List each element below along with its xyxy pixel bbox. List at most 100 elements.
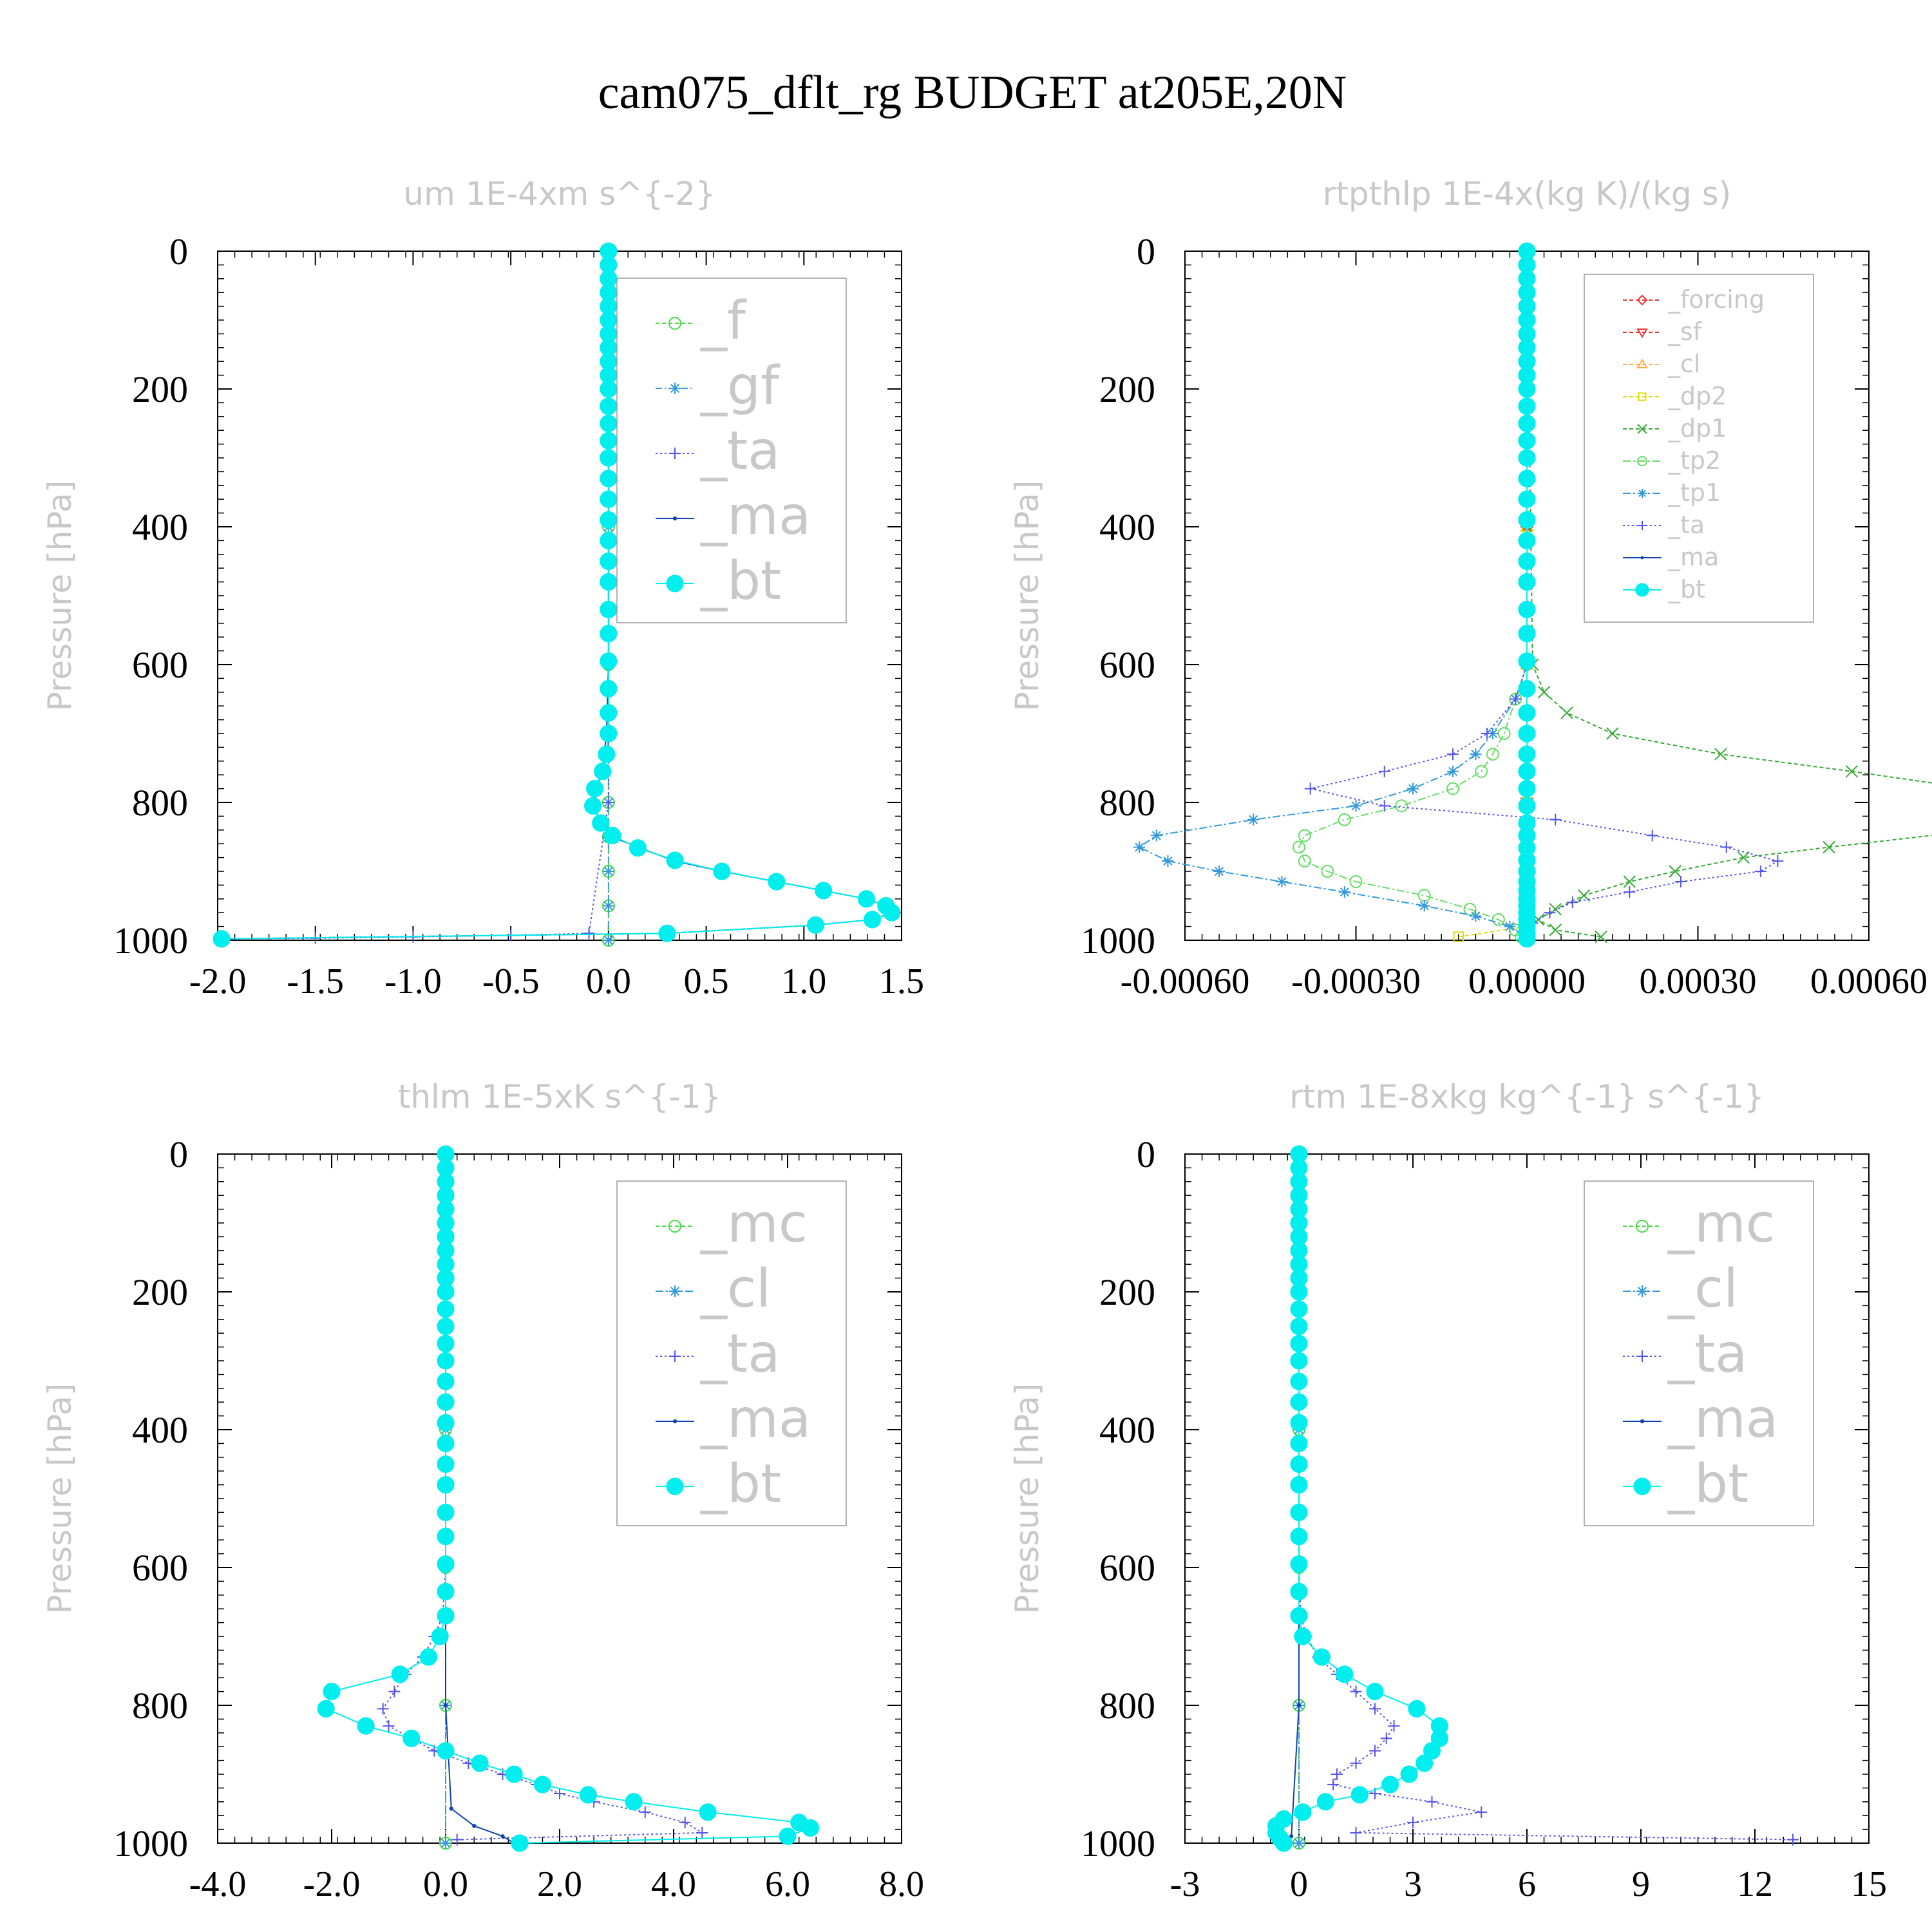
panel-4-xtick-label: 9 — [1632, 1864, 1650, 1904]
panel-1-data-point — [600, 652, 618, 670]
panel-3-data-point — [437, 1414, 455, 1432]
panel-2-series-line — [1310, 251, 1779, 939]
panel-2-data-point — [1453, 931, 1464, 942]
panel-4-data-point — [1336, 1665, 1354, 1683]
panel-3-legend-marker — [669, 1350, 681, 1362]
panel-4-xtick-label: 0 — [1290, 1864, 1308, 1904]
panel-2-xtick-label: 0.00000 — [1468, 961, 1586, 1001]
panel-2-ytick-label: 600 — [1099, 644, 1155, 686]
panel-2-data-point — [1276, 876, 1288, 888]
panel-2-data-point — [1417, 889, 1431, 902]
panel-1-ytick-label: 800 — [132, 782, 188, 824]
panel-3-ylabel: Pressure [hPa] — [41, 1383, 79, 1615]
panel-3-data-point — [696, 1826, 708, 1839]
panel-1-data-point — [600, 511, 618, 529]
panel-3-data-point — [554, 1787, 565, 1799]
panel-2-data-point — [1298, 829, 1311, 842]
panel-1-data-point — [600, 431, 618, 450]
figure-title: cam075_dflt_rg BUDGET at205E,20N — [598, 66, 1347, 119]
panel-2-data-point — [1845, 765, 1859, 778]
panel-3-data-point — [437, 1742, 455, 1760]
panel-1-data-point — [806, 916, 825, 934]
panel-3-data-point — [511, 1834, 529, 1852]
panel-2-data-point — [1510, 693, 1522, 705]
panel-4-data-point — [1400, 1765, 1418, 1783]
panel-2: rtpthlp 1E-4x(kg K)/(kg s) Pressure [hPa]… — [1009, 175, 1932, 1001]
panel-2-data-point — [1518, 724, 1536, 743]
panel-2-ytick-label: 200 — [1099, 368, 1155, 410]
panel-2-legend-label: _ta — [1667, 511, 1705, 539]
panel-2-legend-label: _ma — [1667, 543, 1719, 571]
panel-1-data-point — [600, 704, 618, 722]
panel-2-data-point — [1577, 889, 1591, 902]
panel-3-data-point — [437, 1582, 455, 1600]
panel-1-legend-box — [616, 278, 847, 623]
panel-4-title: rtm 1E-8xkg kg^{-1} s^{-1} — [1289, 1078, 1765, 1115]
panel-1-data-point — [592, 814, 610, 832]
panel-2-data-point — [1492, 913, 1505, 926]
panel-3-data-point — [443, 1703, 448, 1708]
panel-4-data-point — [1290, 1317, 1308, 1336]
panel-4-legend-label: _bt — [1667, 1454, 1748, 1515]
panel-2-ytick-label: 1000 — [1081, 920, 1155, 961]
panel-3-data-point — [449, 1806, 453, 1811]
panel-3-data-point — [317, 1700, 335, 1718]
panel-2-data-point — [1133, 841, 1146, 853]
panel-1-xtick-label: -1.5 — [287, 961, 344, 1001]
panel-2-data-point — [1823, 840, 1835, 854]
panel-3-data-point — [625, 1793, 643, 1811]
panel-4-xtick-label: 6 — [1518, 1864, 1536, 1904]
panel-1-xtick-label: 0.5 — [684, 961, 729, 1001]
panel-2-data-point — [1518, 704, 1536, 722]
panel-1-data-point — [768, 873, 786, 891]
panel-3-data-point — [533, 1776, 552, 1794]
panel-2-data-point — [1338, 886, 1350, 898]
panel-4-data-point — [1294, 1627, 1312, 1645]
panel-2-data-point — [1378, 765, 1390, 777]
panel-2-xtick-label: -0.00030 — [1291, 961, 1421, 1001]
panel-4-legend-marker — [1636, 1285, 1648, 1297]
panel-2-data-point — [1446, 765, 1459, 777]
panel-1-data-point — [600, 449, 618, 467]
panel-2-legend: _forcing _sf _cl _dp2 _dp1 _tp2 _tp1 _ta _ma _bt — [1584, 274, 1814, 623]
panel-2-data-point — [1518, 797, 1536, 815]
panel-2-data-point — [1407, 782, 1419, 795]
panel-1-data-point — [658, 924, 676, 942]
panel-2-data-point — [1470, 748, 1482, 761]
panel-4-ytick-label: 400 — [1099, 1409, 1155, 1451]
panel-2-data-point — [1518, 449, 1536, 467]
panel-4-data-point — [1407, 1816, 1419, 1828]
panel-4-legend-label: _mc — [1667, 1193, 1775, 1255]
panel-2-data-point — [1162, 855, 1174, 867]
panel-4-data-point — [1290, 1393, 1308, 1411]
panel-1-data-point — [602, 900, 614, 912]
panel-2-data-point — [1518, 679, 1536, 697]
panel-3-data-point — [440, 1837, 451, 1849]
panel-2-data-point — [1378, 800, 1390, 812]
panel-2-legend-label: _tp1 — [1667, 478, 1721, 507]
panel-2-data-point — [1754, 866, 1766, 877]
panel-4-data-point — [1426, 1795, 1438, 1808]
panel-1-legend-marker — [668, 317, 681, 330]
panel-1-xtick-label: 0.0 — [586, 961, 631, 1001]
panel-2-data-point — [1518, 531, 1536, 549]
panel-2-data-point — [1518, 652, 1536, 670]
panel-2-legend-marker — [1637, 456, 1647, 466]
panel-2-data-point — [1293, 840, 1305, 854]
panel-1-ytick-label: 400 — [132, 506, 188, 548]
panel-1-data-point — [600, 469, 618, 488]
panel-2-ytick-label: 800 — [1099, 782, 1155, 824]
panel-2-data-point — [1595, 930, 1607, 943]
panel-3-legend-marker — [666, 1477, 684, 1495]
panel-3: thlm 1E-5xK s^{-1} Pressure [hPa] -4.0 -2.0… — [41, 1078, 924, 1904]
panel-1-legend-marker — [669, 383, 681, 394]
panel-2-data-point — [1150, 829, 1162, 842]
panel-1-data-point — [603, 826, 621, 844]
panel-4-minor-ticks — [1185, 1154, 1869, 1843]
panel-3-series-bt — [317, 1145, 819, 1852]
panel-2-ytick-label: 0 — [1137, 231, 1155, 272]
panel-2-series-line — [1138, 251, 1528, 938]
panel-1-data-point — [600, 573, 618, 591]
panel-4-data-point — [1787, 1833, 1799, 1846]
panel-4-data-point — [1290, 1334, 1308, 1352]
